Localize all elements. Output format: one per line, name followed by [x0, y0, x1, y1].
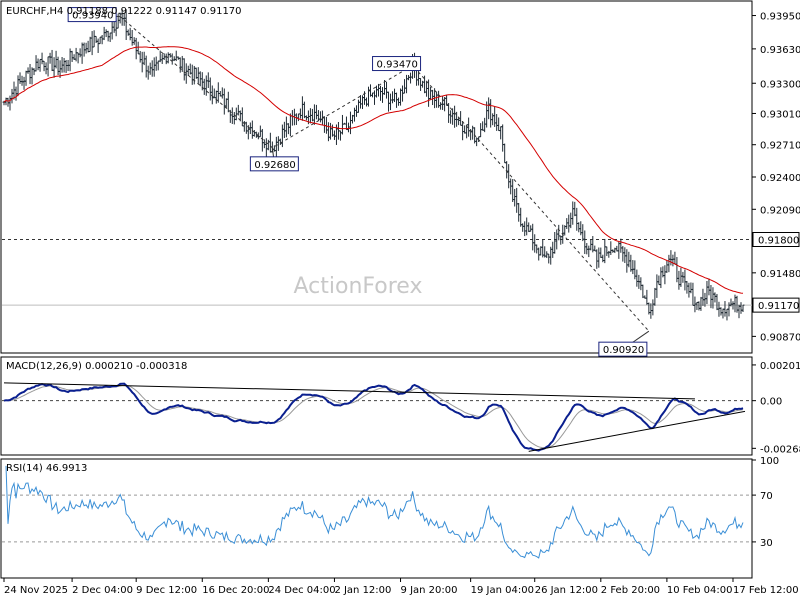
price-panel: [0, 0, 753, 354]
rsi-tick-label: 30: [760, 538, 773, 549]
current-price-label: 0.91170: [758, 301, 799, 312]
moving-average: [3, 46, 744, 294]
rsi-tick-label: 100: [760, 456, 779, 467]
svg-text:0.93940: 0.93940: [72, 11, 113, 22]
svg-text:0.90920: 0.90920: [603, 345, 644, 356]
swing-label-0.92680: 0.92680: [249, 147, 299, 172]
rsi-panel: [0, 458, 753, 579]
svg-text:0.92680: 0.92680: [254, 160, 295, 171]
rsi-grid: [2, 494, 752, 543]
macd-panel: [0, 356, 753, 456]
rsi-axis: 100 70 30: [752, 456, 779, 549]
price-axis: 0.93950 0.93630 0.93300 0.93010 0.92710 0.924…: [752, 12, 800, 343]
rsi-tick-label: 70: [760, 491, 773, 502]
macd-tick-label: 0.00201: [760, 361, 800, 372]
swing-label-0.93940: 0.93940: [67, 7, 121, 23]
time-tick-label: 9 Jan 20:00: [401, 585, 458, 596]
price-tick-label: 0.93010: [760, 109, 800, 120]
current-price-box: [752, 297, 800, 313]
time-tick-label: 19 Jan 04:00: [471, 585, 534, 596]
macd-title: MACD(12,26,9) 0.000210 -0.000318: [6, 361, 187, 372]
time-tick-label: 10 Feb 04:00: [667, 585, 733, 596]
level-line: 0.91800 0.91170: [2, 232, 800, 313]
watermark: ActionForex: [294, 274, 423, 299]
time-tick-label: 17 Feb 12:00: [733, 585, 799, 596]
time-tick-label: 2 Jan 12:00: [334, 585, 391, 596]
macd-trendline: [528, 410, 746, 452]
price-bar: [741, 304, 745, 313]
price-tick-label: 0.93630: [760, 45, 800, 56]
price-tick-label: 0.92710: [760, 141, 800, 152]
price-tick-label: 0.93950: [760, 12, 800, 23]
macd-main-line: [3, 382, 744, 452]
price-bars: [2, 9, 745, 321]
time-tick-label: 2 Dec 04:00: [72, 585, 133, 596]
swing-label-0.90920: 0.90920: [598, 330, 650, 357]
price-tick-label: 0.90870: [760, 332, 800, 343]
time-tick-label: 24 Nov 2025: [4, 585, 68, 596]
time-tick-label: 16 Dec 20:00: [202, 585, 269, 596]
svg-text:0.93470: 0.93470: [377, 60, 418, 71]
rsi-line: [5, 465, 744, 559]
price-tick-label: 0.93300: [760, 79, 800, 90]
time-tick-label: 26 Jan 12:00: [535, 585, 598, 596]
macd-tick-label: -0.002681: [760, 444, 800, 455]
price-tick-label: 0.92400: [760, 173, 800, 184]
level-label: 0.91800: [758, 236, 799, 247]
price-tick-label: 0.91480: [760, 269, 800, 280]
macd-axis: 0.00201 0.00 -0.002681: [752, 361, 800, 455]
level-label-box: [752, 232, 800, 247]
macd-tick-label: 0.00: [760, 397, 782, 408]
time-tick-label: 2 Feb 20:00: [601, 585, 660, 596]
price-tick-label: 0.92090: [760, 205, 800, 216]
macd-trendline: [3, 382, 695, 400]
time-tick-label: 24 Dec 04:00: [268, 585, 335, 596]
macd-trendlines: [3, 382, 746, 452]
time-tick-label: 9 Dec 12:00: [136, 585, 197, 596]
time-axis: 24 Nov 2025 2 Dec 04:00 9 Dec 12:00 16 Dec …: [3, 578, 799, 596]
rsi-line-path: [5, 465, 744, 559]
rsi-title: RSI(14) 46.9913: [6, 463, 87, 474]
swing-label-0.93470: 0.93470: [372, 56, 422, 72]
swing-labels: 0.93940 0.92680 0.93470 0.90920: [67, 7, 650, 357]
moving-average-line: [3, 46, 744, 294]
price-title: EURCHF,H4 0.91188 0.91222 0.91147 0.9117…: [6, 6, 242, 17]
swing-zigzag: [119, 16, 650, 332]
